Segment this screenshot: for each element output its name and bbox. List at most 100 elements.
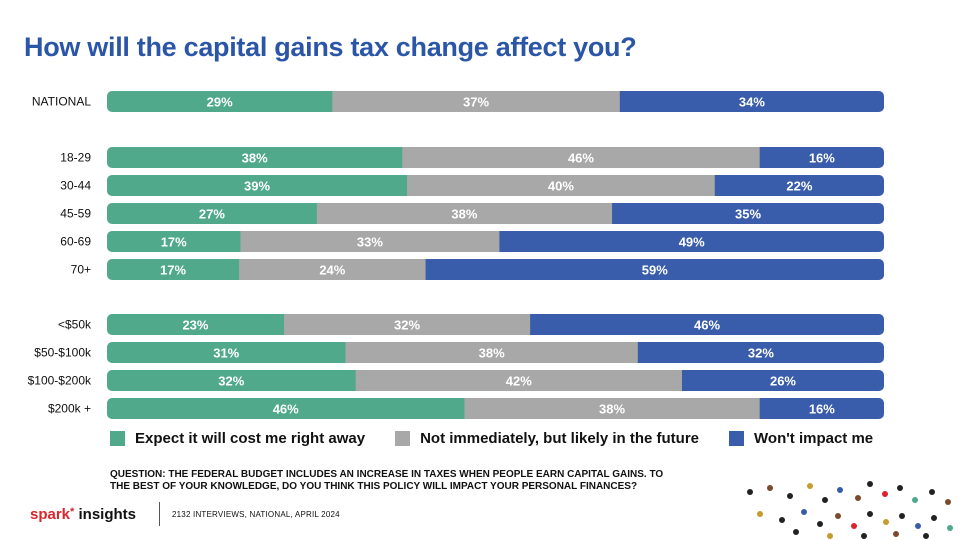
legend-label-no-impact: Won't impact me [754,430,874,447]
crowd-illustration [747,481,953,539]
data-label-no-impact-national: 34% [739,95,765,110]
data-label-cost-now-70: 17% [160,263,186,278]
row-label-18-29: 18-29 [60,151,91,165]
bar-row-18-29 [107,147,884,168]
logo-star-icon: * [70,506,75,518]
row-label-national: NATIONAL [32,95,91,109]
data-label-future-200k: 38% [599,402,625,417]
bar-segment-cost-now-60-69 [107,231,241,252]
bar-segment-no-impact-200k [759,398,884,419]
spark-insights-logo: spark* insights [30,506,136,523]
bar-row-30-44 [107,175,884,196]
data-label-cost-now-45-59: 27% [199,207,225,222]
bar-segment-cost-now-45-59 [107,203,318,224]
data-label-cost-now-50-100k: 31% [213,346,239,361]
data-label-cost-now-national: 29% [207,95,233,110]
footer-divider [159,502,160,526]
bar-segment-no-impact-50k [530,314,884,335]
bar-segment-no-impact-100-200k [681,370,884,391]
data-label-future-national: 37% [463,95,489,110]
row-label-45-59: 45-59 [60,207,91,221]
data-label-cost-now-18-29: 38% [242,151,268,166]
bar-segment-future-200k [464,398,761,419]
row-label-50k: <$50k [58,318,92,332]
data-label-no-impact-70: 59% [642,263,668,278]
bar-segment-future-45-59 [316,203,613,224]
data-label-future-70: 24% [319,263,345,278]
bar-segment-cost-now-national [107,91,333,112]
bar-segment-future-30-44 [407,175,716,196]
data-label-future-50k: 32% [394,318,420,333]
data-label-future-18-29: 46% [568,151,594,166]
legend: Expect it will cost me right away Not im… [110,430,903,447]
bar-row-national [107,91,884,112]
bar-segment-future-70 [239,259,427,280]
bar-segment-no-impact-45-59 [612,203,884,224]
bar-row-50k [107,314,884,335]
row-label-200k: $200k + [48,402,91,416]
legend-swatch-no-impact [729,431,745,446]
bar-segment-no-impact-70 [425,259,884,280]
data-label-cost-now-100-200k: 32% [218,374,244,389]
data-label-future-100-200k: 42% [506,374,532,389]
legend-item-cost-now: Expect it will cost me right away [110,430,365,447]
logo-spark-text: spark [30,506,71,523]
question-text: QUESTION: THE FEDERAL BUDGET INCLUDES AN… [110,469,664,492]
data-label-future-30-44: 40% [548,179,574,194]
bar-segment-future-national [332,91,621,112]
data-label-no-impact-50k: 46% [694,318,720,333]
data-label-no-impact-200k: 16% [809,402,835,417]
legend-swatch-future [395,431,411,446]
crowd-people-icon [747,481,953,539]
logo-insights-text: insights [78,506,136,523]
bar-segment-future-60-69 [240,231,500,252]
bar-segment-no-impact-18-29 [759,147,884,168]
bar-segment-no-impact-50-100k [637,342,884,363]
stacked-bar-chart: NATIONAL 29% 37% 34% 18-29 38% 46% 16% 30-44 39% 4… [28,91,884,419]
bar-row-50-100k [107,342,884,363]
legend-swatch-cost-now [110,431,125,446]
bar-row-100-200k [107,370,884,391]
row-label-100-200k: $100-$200k [28,374,92,388]
data-label-future-45-59: 38% [451,207,477,222]
data-label-no-impact-18-29: 16% [809,151,835,166]
row-label-70: 70+ [71,263,91,277]
data-label-cost-now-200k: 46% [273,402,299,417]
bar-segment-cost-now-18-29 [107,147,403,168]
legend-label-future: Not immediately, but likely in the futur… [420,430,700,447]
bar-segment-no-impact-30-44 [714,175,884,196]
legend-item-future: Not immediately, but likely in the futur… [395,430,699,447]
data-label-no-impact-60-69: 49% [679,235,705,250]
data-label-no-impact-100-200k: 26% [770,374,796,389]
bar-row-200k [107,398,884,419]
bar-segment-cost-now-100-200k [107,370,357,391]
bar-segment-no-impact-60-69 [499,231,884,252]
footer-note: 2132 INTERVIEWS, NATIONAL, APRIL 2024 [172,510,340,519]
row-label-30-44: 30-44 [60,179,91,193]
bar-segment-cost-now-70 [107,259,240,280]
bar-segment-cost-now-50k [107,314,285,335]
bar-segment-future-100-200k [355,370,683,391]
data-label-no-impact-45-59: 35% [735,207,761,222]
row-label-60-69: 60-69 [60,235,91,249]
data-label-cost-now-60-69: 17% [161,235,187,250]
row-label-50-100k: $50-$100k [34,346,92,360]
bar-segment-future-18-29 [402,147,761,168]
chart-title: How will the capital gains tax change af… [24,32,637,62]
bar-segment-cost-now-200k [107,398,465,419]
data-label-future-60-69: 33% [357,235,383,250]
legend-label-cost-now: Expect it will cost me right away [135,430,366,447]
data-label-no-impact-50-100k: 32% [748,346,774,361]
data-label-no-impact-30-44: 22% [786,179,812,194]
bar-segment-cost-now-50-100k [107,342,346,363]
data-label-cost-now-50k: 23% [182,318,208,333]
bar-segment-future-50k [283,314,531,335]
bar-row-70 [107,259,884,280]
bar-segment-no-impact-national [619,91,884,112]
bar-segment-cost-now-30-44 [107,175,408,196]
bar-row-60-69 [107,231,884,252]
bar-segment-future-50-100k [345,342,639,363]
data-label-cost-now-30-44: 39% [244,179,270,194]
data-label-future-50-100k: 38% [479,346,505,361]
legend-item-no-impact: Won't impact me [729,430,873,447]
